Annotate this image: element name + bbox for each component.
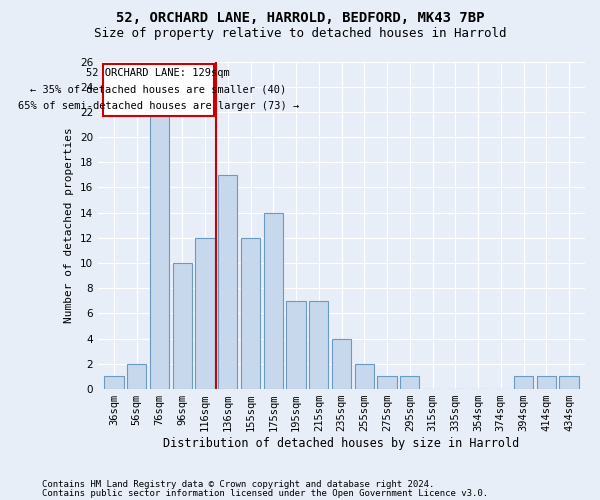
Text: 52, ORCHARD LANE, HARROLD, BEDFORD, MK43 7BP: 52, ORCHARD LANE, HARROLD, BEDFORD, MK43… xyxy=(116,11,484,25)
Bar xyxy=(536,376,556,389)
Y-axis label: Number of detached properties: Number of detached properties xyxy=(64,128,74,323)
Bar xyxy=(241,238,260,389)
Bar xyxy=(218,175,238,389)
Bar xyxy=(127,364,146,389)
Bar xyxy=(332,338,351,389)
Text: Contains HM Land Registry data © Crown copyright and database right 2024.: Contains HM Land Registry data © Crown c… xyxy=(42,480,434,489)
Bar xyxy=(104,376,124,389)
Text: ← 35% of detached houses are smaller (40): ← 35% of detached houses are smaller (40… xyxy=(30,84,286,94)
Bar xyxy=(263,212,283,389)
Bar xyxy=(377,376,397,389)
Text: Size of property relative to detached houses in Harrold: Size of property relative to detached ho… xyxy=(94,28,506,40)
Bar xyxy=(309,301,328,389)
Bar xyxy=(400,376,419,389)
Text: 52 ORCHARD LANE: 129sqm: 52 ORCHARD LANE: 129sqm xyxy=(86,68,230,78)
Bar xyxy=(150,112,169,389)
X-axis label: Distribution of detached houses by size in Harrold: Distribution of detached houses by size … xyxy=(163,437,520,450)
Bar xyxy=(559,376,579,389)
Text: 65% of semi-detached houses are larger (73) →: 65% of semi-detached houses are larger (… xyxy=(18,100,299,110)
FancyBboxPatch shape xyxy=(103,64,214,116)
Bar xyxy=(355,364,374,389)
Bar xyxy=(173,263,192,389)
Bar xyxy=(514,376,533,389)
Bar xyxy=(196,238,215,389)
Bar xyxy=(286,301,305,389)
Text: Contains public sector information licensed under the Open Government Licence v3: Contains public sector information licen… xyxy=(42,488,488,498)
